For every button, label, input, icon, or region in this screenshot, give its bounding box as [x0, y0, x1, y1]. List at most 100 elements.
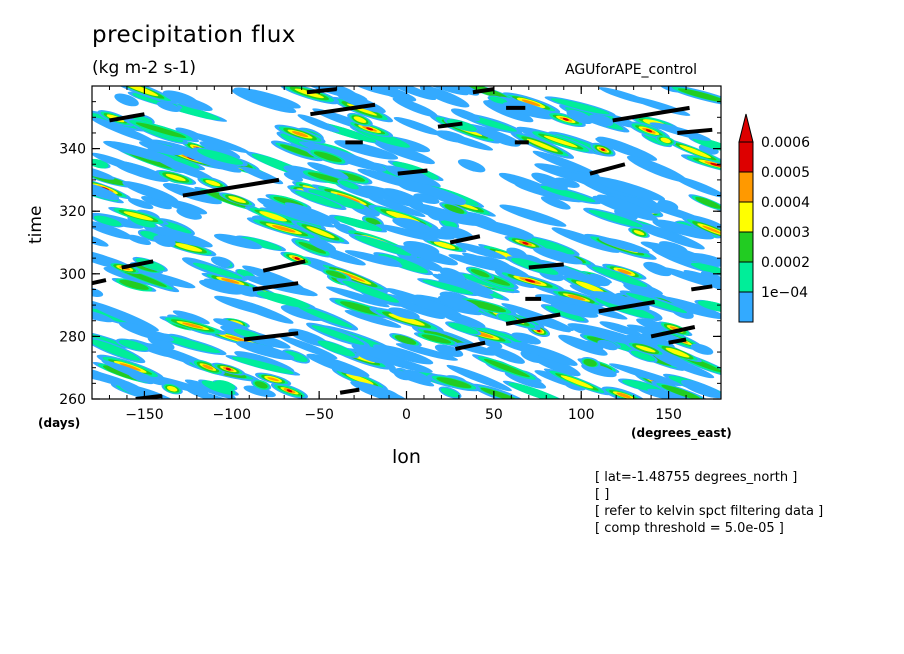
precip-contour: [354, 235, 412, 256]
precip-streak: [591, 176, 666, 201]
x-tick-label: 50: [485, 407, 503, 423]
precip-contour: [339, 301, 382, 315]
precip-contour: [166, 385, 178, 392]
precip-contour: [267, 377, 279, 382]
precip-streak: [662, 138, 721, 165]
precip-contour: [498, 313, 516, 323]
precip-contour: [307, 172, 344, 183]
precip-streak: [553, 177, 580, 188]
precip-streak: [496, 313, 518, 323]
precip-contour: [550, 302, 599, 318]
precip-streak: [437, 295, 480, 312]
y-tick-label: 320: [59, 204, 86, 220]
precip-contour: [393, 116, 441, 136]
precip-streak: [526, 345, 578, 366]
kelvin-segment: [121, 259, 154, 270]
precip-contour: [159, 335, 221, 354]
kelvin-segment: [612, 105, 690, 123]
precip-streak: [92, 117, 157, 144]
precip-contour: [679, 144, 712, 159]
precip-streak: [419, 86, 469, 96]
precip-contour: [334, 140, 399, 160]
precip-streak: [406, 296, 456, 315]
precip-contour: [127, 234, 152, 245]
kelvin-segment: [310, 102, 376, 117]
kelvin-segment: [306, 87, 337, 95]
precip-contour: [357, 383, 399, 397]
precip-streak: [187, 260, 248, 281]
precip-streak: [506, 247, 528, 259]
precip-contour: [213, 233, 263, 250]
precip-contour: [231, 298, 294, 324]
colorbar-label: 0.0002: [761, 255, 810, 271]
precip-streak: [114, 161, 155, 178]
colorbar-label: 1e−04: [761, 285, 808, 301]
precip-contour: [353, 116, 367, 124]
colorbar: 1e−04 0.0002 0.0003 0.0004 0.0005 0.0006: [738, 113, 810, 323]
precip-contour: [224, 335, 249, 343]
precip-streak: [655, 135, 677, 146]
colorbar-swatch: [738, 291, 754, 323]
precip-contour: [127, 198, 154, 210]
precip-contour: [419, 86, 470, 108]
precip-streak: [307, 162, 349, 180]
precip-contour: [440, 387, 460, 398]
precip-contour: [455, 242, 507, 260]
x-tick-label: −100: [213, 407, 251, 423]
precip-contour: [560, 375, 594, 389]
precip-streak: [197, 176, 229, 190]
precip-contour: [221, 278, 240, 284]
precip-contour: [695, 196, 721, 209]
precip-streak: [583, 207, 649, 230]
precip-streak: [122, 118, 200, 143]
precip-contour: [336, 193, 361, 203]
precip-streak: [153, 235, 176, 247]
precip-streak: [92, 306, 134, 326]
precip-streak: [628, 349, 658, 363]
precip-streak: [92, 365, 141, 390]
precip-streak: [92, 300, 159, 332]
precip-contour: [665, 347, 690, 358]
kelvin-segment: [243, 331, 299, 342]
precip-contour: [647, 388, 703, 399]
precip-contour: [175, 127, 204, 140]
precip-streak: [127, 234, 152, 245]
precip-contour: [533, 247, 583, 265]
precip-streak: [162, 90, 199, 106]
precip-contour: [630, 350, 656, 362]
precip-contour: [654, 354, 715, 379]
precip-streak: [590, 142, 616, 157]
x-tick-label: 150: [655, 407, 682, 423]
precip-contour: [596, 136, 651, 160]
precip-streak: [478, 336, 503, 349]
precip-contour: [543, 135, 578, 148]
precip-streak: [138, 141, 183, 156]
precip-streak: [306, 322, 370, 348]
precip-streak: [434, 344, 464, 358]
kelvin-segment: [262, 259, 306, 273]
precip-contour: [531, 172, 568, 191]
precip-contour: [394, 335, 417, 345]
precip-streak: [92, 182, 120, 201]
precip-streak: [455, 297, 517, 316]
precip-contour: [386, 86, 437, 101]
precip-streak: [614, 208, 638, 221]
precip-contour: [683, 270, 721, 298]
precip-contour: [342, 280, 400, 303]
precip-contour: [279, 335, 338, 360]
precip-contour: [390, 178, 467, 203]
precip-contour: [504, 371, 547, 389]
precip-streak: [316, 262, 391, 293]
precip-contour: [376, 347, 405, 359]
precip-streak: [504, 371, 547, 389]
precip-streak: [172, 310, 210, 325]
precip-contour: [122, 86, 159, 97]
precip-streak: [628, 227, 650, 238]
precip-streak: [291, 238, 334, 258]
precip-streak: [311, 184, 386, 213]
precip-contour: [438, 131, 494, 151]
kelvin-segment: [528, 262, 564, 270]
precip-streak: [440, 226, 474, 241]
precip-contour: [597, 194, 656, 219]
precip-streak: [284, 202, 341, 225]
